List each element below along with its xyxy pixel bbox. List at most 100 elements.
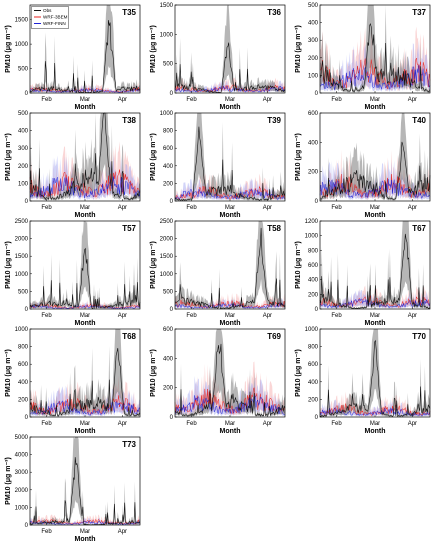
y-axis-label: PM10 (μg m⁻³) (150, 25, 157, 73)
y-tick-label: 100 (308, 73, 319, 79)
y-tick-label: 2000 (160, 237, 174, 243)
x-tick-label: Apr (263, 205, 272, 211)
y-tick-label: 4000 (15, 453, 29, 459)
x-axis-label: Month (365, 212, 386, 219)
x-tick-label: Apr (118, 421, 127, 427)
y-tick-label: 500 (308, 3, 319, 9)
panel-t37: 0 100 200 300 400 500 Feb Mar Apr Month PM10 (μg m… (295, 3, 431, 111)
y-tick-label: 800 (308, 248, 319, 254)
x-tick-label: Apr (118, 97, 127, 103)
panel-title: T40 (412, 116, 426, 125)
x-tick-label: Apr (408, 313, 417, 319)
panel-t73: 0 1000 2000 3000 4000 5000 Feb Mar Apr Month PM10 … (5, 435, 141, 543)
x-tick-label: Mar (80, 313, 90, 319)
series-line-wrf-finn (174, 85, 286, 93)
panel-t40: 0 200 400 600 Feb Mar Apr Month PM10 (μg m⁻³) T40 (295, 111, 431, 219)
y-tick-label: 1500 (160, 3, 174, 9)
y-axis-label: PM10 (μg m⁻³) (5, 25, 12, 73)
panel-title: T70 (412, 332, 426, 341)
y-tick-label: 1500 (15, 254, 29, 260)
series-band-obs (175, 5, 285, 93)
y-axis-label: PM10 (μg m⁻³) (295, 241, 302, 289)
y-axis-label: PM10 (μg m⁻³) (5, 241, 12, 289)
x-tick-label: Apr (408, 421, 417, 427)
y-tick-label: 400 (308, 278, 319, 284)
x-tick-label: Mar (80, 97, 90, 103)
panel-t69: 0 200 400 600 Feb Mar Apr Month PM10 (μg m⁻³) T69 (150, 327, 286, 435)
y-axis-label: PM10 (μg m⁻³) (150, 133, 157, 181)
series-band-wrf-finn (30, 301, 140, 309)
series-band-obs (320, 5, 430, 93)
x-tick-label: Feb (41, 313, 52, 319)
series-line-obs (29, 348, 141, 417)
y-tick-label: 500 (18, 111, 29, 117)
x-tick-label: Mar (225, 313, 235, 319)
x-tick-label: Feb (331, 205, 342, 211)
x-tick-label: Apr (263, 313, 272, 319)
x-axis-label: Month (220, 104, 241, 111)
series-band-obs (30, 329, 140, 417)
panel-title: T67 (412, 224, 426, 233)
y-tick-label: 3000 (15, 470, 29, 476)
series-line-wrf-finn (174, 188, 286, 200)
y-tick-label: 2500 (15, 219, 29, 225)
y-tick-label: 0 (25, 199, 29, 205)
y-tick-label: 400 (163, 164, 174, 170)
legend-entry-wrf-finn: WRF-FINN (43, 21, 66, 26)
x-tick-label: Feb (41, 97, 52, 103)
x-tick-label: Feb (186, 205, 197, 211)
y-tick-label: 600 (308, 362, 319, 368)
y-tick-label: 600 (163, 146, 174, 152)
series-line-wrf-finn (29, 304, 141, 309)
x-axis-label: Month (365, 428, 386, 435)
x-tick-label: Mar (80, 529, 90, 535)
x-tick-label: Apr (118, 529, 127, 535)
x-tick-label: Mar (370, 313, 380, 319)
y-tick-label: 0 (170, 91, 174, 97)
y-axis-label: PM10 (μg m⁻³) (5, 457, 12, 505)
series-line-obs (319, 233, 431, 309)
panel-title: T58 (267, 224, 281, 233)
y-tick-label: 200 (18, 164, 29, 170)
y-tick-label: 0 (25, 523, 29, 529)
y-tick-label: 1200 (305, 219, 319, 225)
y-tick-label: 0 (315, 307, 319, 313)
x-tick-label: Feb (186, 97, 197, 103)
y-tick-label: 800 (308, 345, 319, 351)
y-axis-label: PM10 (μg m⁻³) (5, 133, 12, 181)
y-tick-label: 400 (163, 356, 174, 362)
series-line-wrf-finn (319, 407, 431, 417)
y-tick-label: 200 (308, 56, 319, 62)
y-tick-label: 0 (25, 415, 29, 421)
y-tick-label: 800 (18, 345, 29, 351)
series-line-obs (29, 247, 141, 309)
y-tick-label: 600 (308, 111, 319, 117)
y-tick-label: 0 (25, 91, 29, 97)
series-line-obs (29, 19, 141, 94)
series-line-wrf-3bem (320, 57, 431, 89)
x-tick-label: Mar (225, 205, 235, 211)
x-tick-label: Apr (118, 205, 127, 211)
y-tick-label: 600 (308, 263, 319, 269)
y-tick-label: 1000 (305, 234, 319, 240)
x-tick-label: Feb (331, 313, 342, 319)
y-tick-label: 500 (163, 289, 174, 295)
x-axis-label: Month (75, 212, 96, 219)
series-band-obs (30, 221, 140, 309)
series-line-obs (174, 343, 286, 417)
panel-t70: 0 200 400 600 800 1000 Feb Mar Apr Month PM10 (μg … (295, 327, 431, 435)
y-axis-label: PM10 (μg m⁻³) (295, 349, 302, 397)
series-line-obs (174, 42, 286, 94)
y-tick-label: 0 (315, 199, 319, 205)
x-tick-label: Apr (118, 313, 127, 319)
y-tick-label: 200 (18, 397, 29, 403)
y-tick-label: 200 (308, 170, 319, 176)
y-tick-label: 200 (163, 386, 174, 392)
y-tick-label: 600 (18, 362, 29, 368)
series-band-wrf-3bem (175, 292, 285, 309)
panel-t57: 0 500 1000 1500 2000 2500 Feb Mar Apr Month PM10 (… (5, 219, 141, 327)
x-axis-label: Month (220, 428, 241, 435)
series-band-obs (175, 329, 285, 417)
x-tick-label: Apr (263, 421, 272, 427)
